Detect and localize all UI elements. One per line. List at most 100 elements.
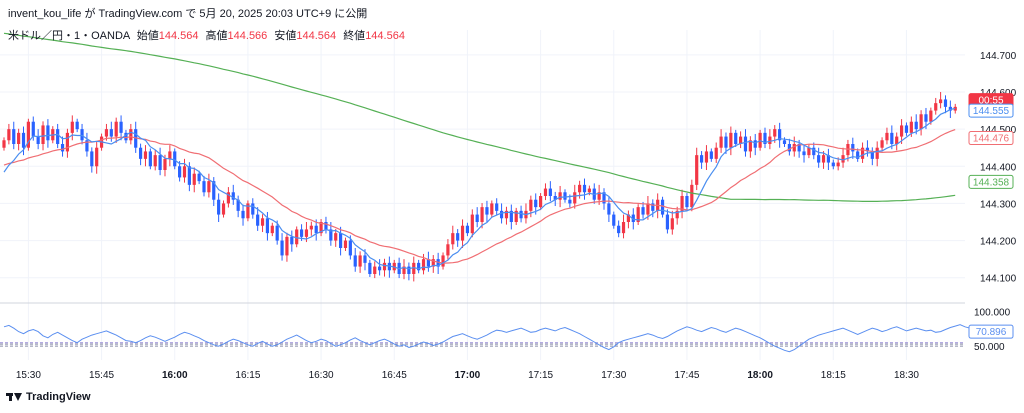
candle-body	[646, 203, 650, 215]
candle-body	[299, 229, 304, 237]
candle	[280, 233, 284, 261]
symbol-name: 米ドル／円・1・OANDA	[8, 30, 130, 42]
candle	[187, 162, 191, 192]
footer-brand[interactable]: TradingView	[6, 391, 91, 403]
rsi-line	[3, 324, 995, 353]
candle	[241, 204, 245, 226]
candle-body	[499, 210, 504, 219]
candle-body	[314, 225, 318, 234]
candle	[202, 175, 206, 197]
candle	[748, 136, 752, 158]
candle-body	[75, 121, 79, 130]
candle-body	[70, 121, 74, 133]
candle	[753, 133, 757, 156]
candle	[641, 201, 645, 219]
candle-body	[192, 173, 196, 185]
candle	[95, 141, 99, 174]
header-particle-ga: が	[84, 8, 96, 20]
ma-fast-line	[3, 107, 956, 270]
candle-body	[485, 207, 489, 215]
candle-body	[202, 181, 206, 193]
x-tick-label: 18:15	[821, 370, 846, 381]
candle	[387, 256, 391, 278]
candle-body	[797, 144, 801, 152]
candle	[265, 211, 270, 241]
candle-body	[173, 151, 177, 167]
candle	[851, 137, 855, 159]
candle	[343, 237, 348, 251]
x-tick-label: 18:30	[894, 370, 919, 381]
price-marker-label: 144.476	[973, 134, 1010, 145]
candle	[7, 123, 11, 145]
candle	[192, 167, 196, 193]
candle-body	[880, 140, 884, 148]
high-label: 高値	[205, 30, 228, 42]
y-tick-label: 144.500	[980, 125, 1017, 136]
candle-body	[553, 196, 557, 200]
candle-body	[851, 144, 855, 152]
price-marker-box	[968, 131, 1014, 146]
candle-body	[36, 136, 40, 144]
candle-body	[899, 125, 904, 137]
candle	[675, 206, 679, 225]
candle-body	[270, 225, 274, 234]
candle	[841, 147, 845, 168]
candle	[934, 97, 938, 115]
candle	[817, 147, 821, 168]
candle-body	[373, 266, 377, 274]
candle-body	[251, 203, 255, 215]
tradingview-logo-icon	[6, 392, 22, 402]
candle	[378, 259, 382, 276]
candle-body	[817, 155, 821, 163]
candle-body	[504, 210, 509, 219]
candle	[60, 136, 65, 157]
candle-body	[548, 188, 552, 196]
candle-body	[12, 129, 16, 144]
candle	[182, 158, 187, 183]
candle	[236, 195, 240, 218]
rsi-tick-label: 50.000	[974, 342, 1005, 353]
candle-body	[138, 147, 143, 159]
candle	[548, 181, 552, 202]
candle-body	[217, 199, 221, 215]
candle	[373, 261, 377, 279]
candle	[65, 128, 70, 158]
candle	[158, 147, 162, 176]
candle-body	[924, 114, 928, 122]
candle	[475, 207, 479, 228]
open-value: 144.564	[158, 30, 199, 42]
author-name: invent_kou_life	[8, 8, 82, 20]
candle-body	[768, 136, 772, 144]
candle-body	[778, 129, 782, 141]
candle-body	[514, 210, 518, 222]
symbol-ohlc-line: 米ドル／円・1・OANDA 始値144.564 高値144.566 安値144.…	[8, 27, 405, 43]
candle-body	[85, 140, 89, 152]
moving-averages	[3, 32, 956, 270]
candle	[538, 193, 543, 211]
candle-body	[904, 125, 909, 133]
candle	[895, 132, 899, 151]
candle	[441, 252, 445, 270]
brand-label: TradingView	[26, 391, 91, 403]
candle-body	[353, 255, 357, 267]
candle	[426, 251, 431, 272]
candle	[690, 179, 694, 212]
candle-body	[724, 136, 728, 148]
candle-body	[95, 147, 99, 167]
rsi-marker-label: 70.896	[976, 327, 1007, 338]
candle-body	[529, 199, 533, 211]
candle-body	[919, 114, 923, 130]
candle	[621, 214, 626, 239]
candle	[626, 210, 631, 229]
candle-body	[46, 125, 50, 141]
candle-body	[153, 155, 157, 167]
candle-body	[309, 225, 313, 230]
candle	[295, 226, 299, 248]
candle-body	[334, 233, 338, 241]
candle-body	[631, 214, 635, 222]
candle	[714, 142, 718, 163]
candle	[407, 262, 411, 281]
candle-body	[909, 121, 913, 133]
